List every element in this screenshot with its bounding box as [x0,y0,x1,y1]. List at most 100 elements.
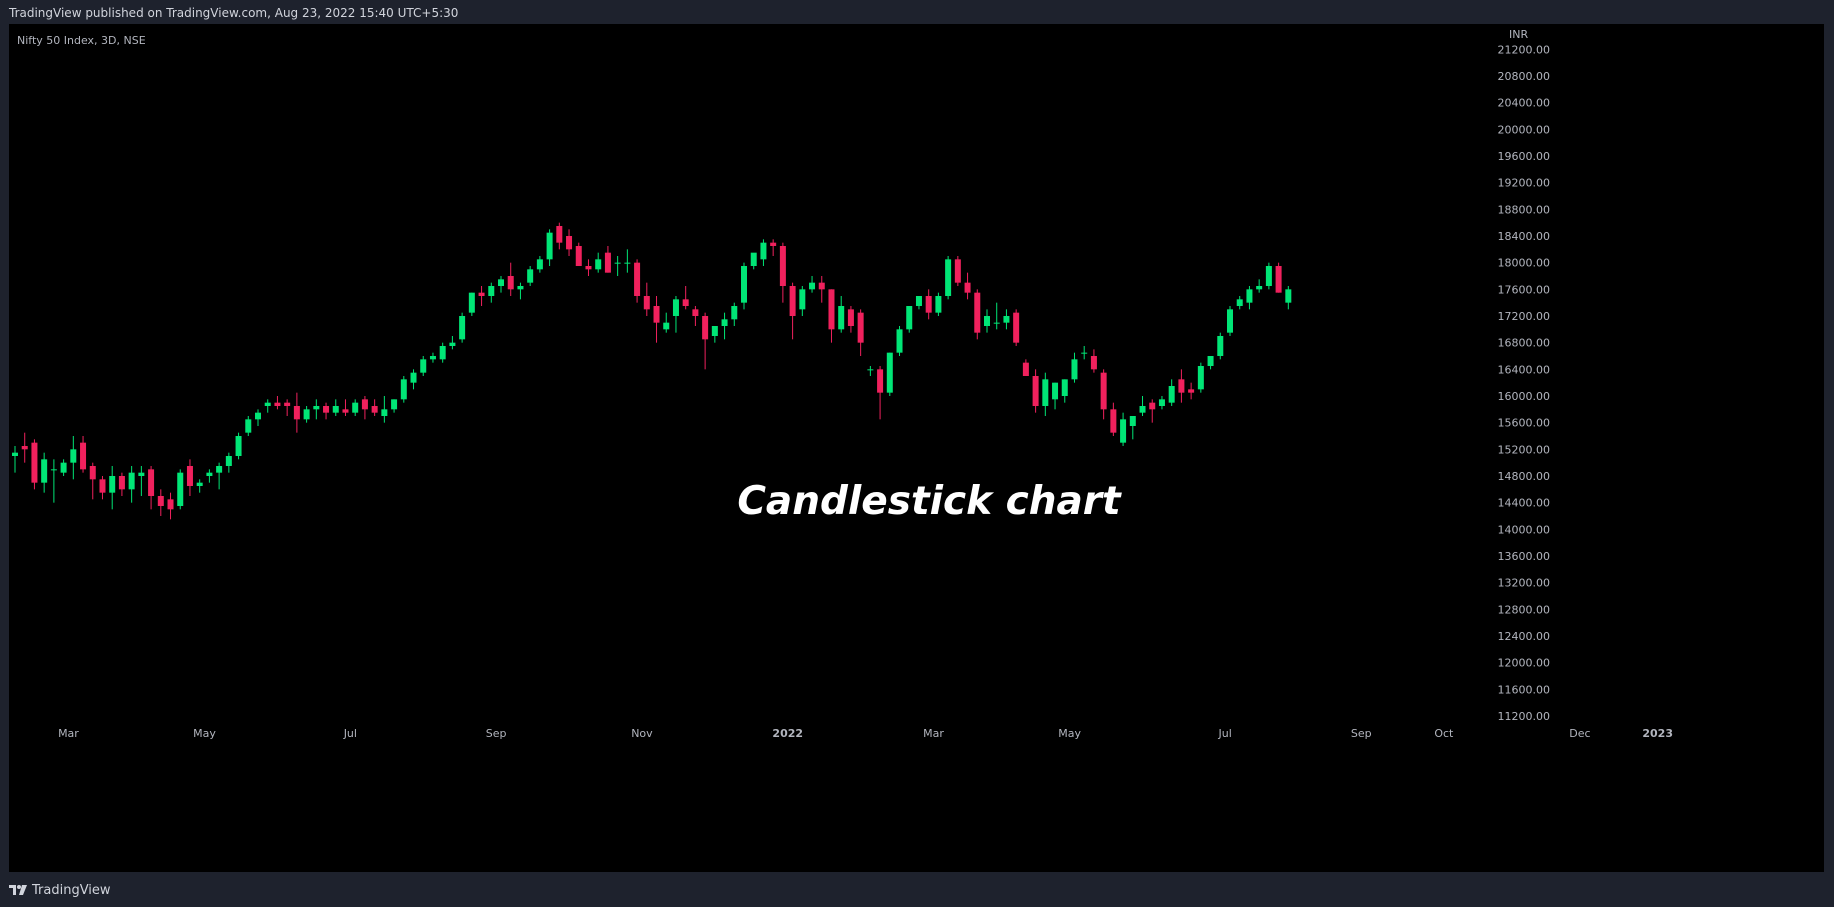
candle-body [1032,376,1039,406]
candle-body [711,326,718,336]
candle-body [1081,352,1088,354]
candle-body [624,262,631,264]
x-tick-label: Mar [58,727,79,740]
candle-body [255,412,261,420]
candle-body [1178,379,1185,393]
footer-brand-label: TradingView [32,882,111,898]
candle-body [371,406,378,413]
candle-body [517,286,524,290]
y-tick-label: 20800.00 [1498,70,1551,83]
chart-panel[interactable]: INR 21200.00 20800.00 20400.00 20000.00 19600… [9,24,1824,872]
x-tick-label: Jul [1217,727,1231,740]
candle-body [741,266,747,303]
y-tick-label: 14400.00 [1498,497,1551,510]
candle-body [770,242,777,246]
candle-body [818,282,825,290]
candle-body [498,279,504,286]
candle-body [284,402,291,406]
candle-body [478,292,485,296]
candle-body [148,469,155,496]
x-tick-label: 2022 [772,727,803,740]
y-tick-label: 15600.00 [1498,417,1551,430]
candle-body [420,359,427,373]
candle-body [361,399,368,410]
candle-body [945,259,952,296]
candle-body [585,266,592,270]
candle-body [274,402,281,406]
x-tick-label: Jul [343,727,357,740]
candle-body [1158,399,1165,406]
candle-body [1100,372,1107,410]
candle-body [264,402,271,406]
candle-body [546,232,553,260]
candle-body [1256,286,1263,290]
y-tick-label: 18800.00 [1498,203,1551,216]
candle-body [906,306,913,330]
candle-body [1236,299,1243,306]
candle-body [1149,402,1156,410]
candle-body [857,312,864,343]
candlestick-chart[interactable]: INR 21200.00 20800.00 20400.00 20000.00 19600… [9,24,1824,872]
candle-body [352,402,359,413]
candle-body [1207,356,1214,366]
chart-title: Candlestick chart [737,479,1122,524]
candle-body [1265,266,1272,286]
candle-body [702,316,709,340]
candle-body [847,309,854,326]
y-tick-label: 11200.00 [1498,710,1551,723]
y-tick-label: 20000.00 [1498,123,1551,136]
candle-body [488,286,495,296]
y-tick-label: 12800.00 [1498,603,1551,616]
candle-body [303,409,310,420]
x-tick-label: 2023 [1642,727,1673,740]
candle-body [21,446,28,450]
candle-body [1197,366,1204,390]
candle-body [138,472,145,476]
candle-body [323,406,330,413]
candle-body [1042,379,1049,406]
candle-body [332,406,339,413]
candle-body [468,292,475,313]
candle-body [1071,359,1078,380]
candle-body [50,469,57,471]
candle-body [1061,379,1068,396]
y-tick-label: 11600.00 [1498,683,1551,696]
y-tick-label: 19200.00 [1498,177,1551,190]
candle-body [186,466,193,486]
x-tick-label: Nov [631,727,653,740]
candle-body [575,246,582,266]
published-caption: TradingView published on TradingView.com… [9,6,459,20]
candle-body [118,476,125,490]
candle-body [167,499,174,510]
candle-body [672,299,679,316]
candle-body [1052,382,1059,400]
candle-body [391,399,398,410]
candle-body [1246,289,1253,303]
candle-body [915,296,922,306]
candle-body [459,316,466,340]
candle-body [838,306,845,330]
candle-body [1227,309,1233,333]
candle-body [235,436,242,456]
candle-body [653,306,660,323]
x-tick-label: Dec [1569,727,1590,740]
y-tick-label: 13600.00 [1498,550,1551,563]
candle-body [245,419,252,433]
candle-body [89,466,96,480]
candle-body [12,452,18,456]
footer-brand[interactable]: TradingView [9,881,111,899]
candle-body [643,296,650,310]
candle-body [974,292,981,333]
candle-body [886,352,893,393]
y-tick-label: 18400.00 [1498,230,1551,243]
y-tick-label: 17600.00 [1498,283,1551,296]
candle-body [809,282,816,290]
candle-body [157,496,164,506]
candle-body [595,259,602,270]
candle-body [109,476,116,493]
candle-body [993,322,1000,324]
candle-body [507,276,514,290]
candle-body [750,252,757,266]
candle-body [984,316,990,326]
candle-body [313,406,320,410]
